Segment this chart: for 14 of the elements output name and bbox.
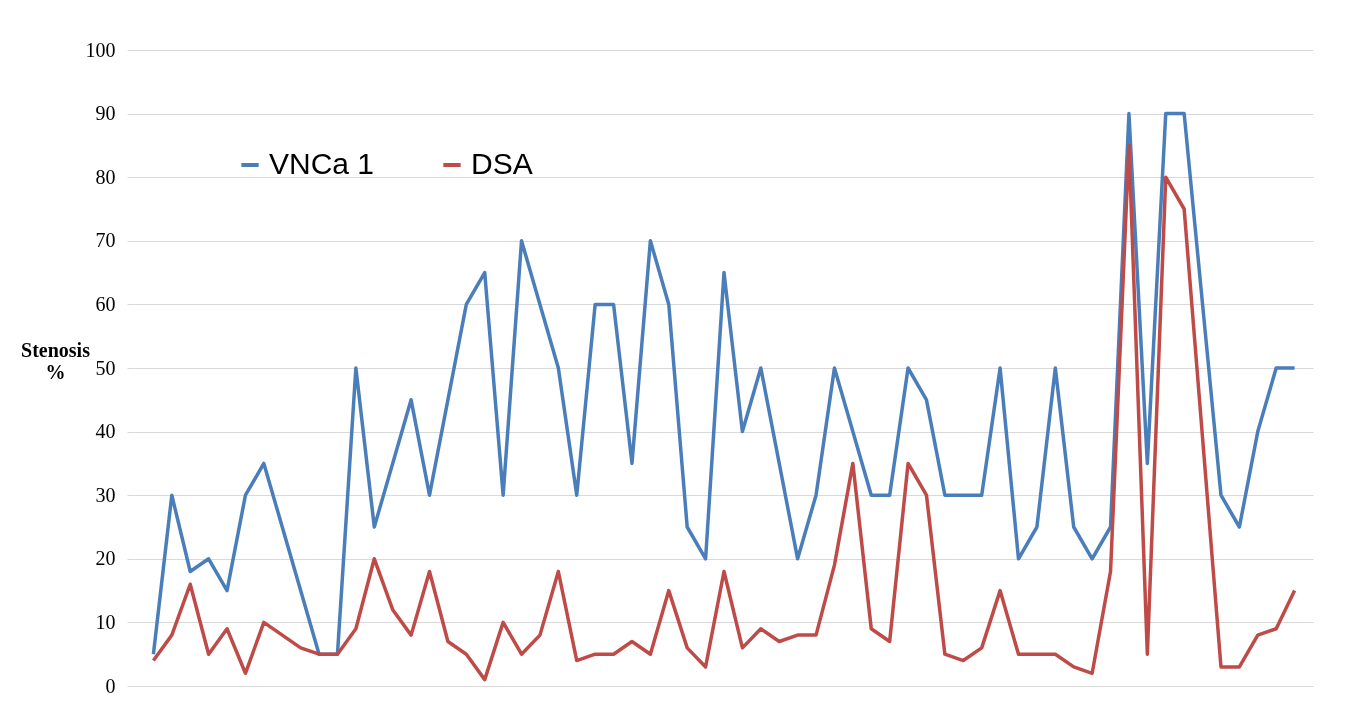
y-tick-label: 60 — [95, 292, 116, 315]
y-axis-title: Stenosis % — [21, 338, 91, 383]
y-tick-label: 90 — [95, 102, 116, 125]
y-tick-label: 70 — [95, 229, 116, 252]
y-tick-label: 100 — [85, 38, 116, 61]
legend-label: DSA — [471, 147, 533, 180]
y-tick-label: 20 — [95, 547, 116, 570]
y-tick-label: 50 — [95, 356, 116, 379]
y-tick-label: 80 — [95, 165, 116, 188]
y-tick-label: 40 — [95, 420, 116, 443]
y-tick-label: 10 — [95, 610, 116, 633]
legend-label: VNCa 1 — [269, 147, 375, 180]
y-tick-label: 0 — [105, 674, 116, 697]
y-tick-label: 30 — [95, 483, 116, 506]
